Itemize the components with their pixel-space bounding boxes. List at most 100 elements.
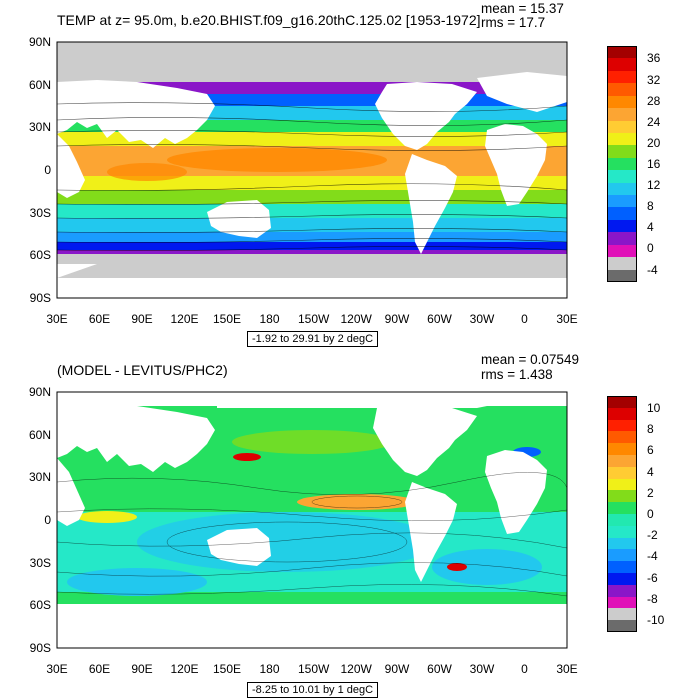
colorbar-swatch [607,549,637,562]
lon-label: 90E [131,662,153,676]
colorbar-label: -4 [647,549,658,564]
lat-label: 90N [28,35,51,49]
lon-label: 150W [298,662,330,676]
lon-label: 90W [384,662,410,676]
colorbar-swatch [607,195,637,208]
colorbar-swatch [607,419,637,432]
colorbar-swatch [607,95,637,109]
lon-label: 30W [469,662,495,676]
colorbar-swatch [607,83,637,97]
colorbar-swatch [607,443,637,456]
colorbar-label: 20 [647,135,661,150]
lat-label: 60S [29,248,51,263]
colorbar-swatch [607,396,637,409]
lon-label: 0 [521,662,528,676]
lat-label: 90S [29,641,51,655]
bottom-map [56,391,568,649]
lon-label: 0 [521,312,528,326]
colorbar-label: 4 [647,464,654,479]
lon-label: 30E [556,312,578,326]
colorbar-swatch [607,478,637,491]
colorbar-swatch [607,145,637,159]
lon-label: 120W [340,312,372,326]
lat-label: 30N [28,120,51,135]
bottom-panel-rms: rms = 1.438 [481,367,553,382]
colorbar-label: -2 [647,528,658,543]
colorbar-swatch [607,207,637,221]
colorbar-swatch [607,58,637,72]
lon-label: 90W [384,312,410,326]
lat-label: 0 [44,513,51,527]
lon-label: 180 [259,312,280,326]
lat-label: 60S [29,598,51,613]
colorbar-swatch [607,466,637,480]
lon-label: 120E [170,312,199,326]
colorbar-swatch [607,431,637,444]
colorbar-label: 0 [647,241,654,256]
colorbar-label: 36 [647,51,661,66]
colorbar-swatch [607,257,637,271]
colorbar-swatch [607,46,637,59]
lat-label: 90N [28,385,51,399]
top-map [56,41,568,299]
lon-label: 30E [46,662,68,676]
colorbar-label: -8 [647,591,658,606]
top-panel-rms: rms = 17.7 [481,15,546,30]
colorbar-swatch [607,232,637,246]
colorbar-label: 28 [647,93,661,108]
colorbar-swatch [607,108,637,121]
lon-label: 30E [556,662,578,676]
colorbar-swatch [607,244,637,258]
colorbar-swatch [607,525,637,539]
colorbar-label: 2 [647,485,654,500]
colorbar-swatch [607,407,637,421]
colorbar-swatch [607,537,637,550]
colorbar-label: 32 [647,72,661,87]
lon-label: 150E [213,662,242,676]
colorbar-label: 6 [647,443,654,458]
lon-label: 150W [298,312,330,326]
colorbar-swatch [607,596,637,609]
lon-label: 60W [427,312,452,326]
colorbar-label: -6 [647,570,658,585]
colorbar-swatch [607,182,637,196]
colorbar-swatch [607,455,637,468]
colorbar-label: 12 [647,178,661,193]
colorbar-swatch [607,584,637,598]
colorbar-swatch [607,219,637,233]
colorbar-swatch [607,120,637,134]
colorbar-label: 4 [647,220,654,235]
colorbar-label: 8 [647,422,654,437]
colorbar-swatch [607,269,637,283]
colorbar-label: -10 [647,613,665,628]
lon-label: 180 [259,662,280,676]
lon-label: 60E [88,662,111,676]
colorbar-swatch [607,132,637,146]
lat-label: 90S [29,291,51,305]
bottom-panel-mean: mean = 0.07549 [481,352,579,367]
colorbar-swatch [607,70,637,84]
lon-label: 90E [131,312,153,326]
colorbar-swatch [607,490,637,503]
colorbar-label: -4 [647,262,658,277]
colorbar-swatch [607,620,637,633]
colorbar-label: 10 [647,400,661,415]
colorbar-swatch [607,157,637,171]
bottom-panel-title: (MODEL - LEVITUS/PHC2) [57,362,228,378]
colorbar-swatch [607,608,637,621]
lat-label: 30S [29,205,51,220]
colorbar-swatch [607,561,637,574]
lat-label: 30S [29,555,51,570]
colorbar-swatch [607,573,637,586]
colorbar-label: 8 [647,199,654,214]
lat-label: 30N [28,470,51,485]
lon-label: 150E [213,312,242,326]
colorbar-label: 0 [647,507,654,521]
lon-label: 60E [88,312,111,326]
top-panel-title: TEMP at z= 95.0m, b.e20.BHIST.f09_g16.20… [57,12,481,28]
colorbar-swatch [607,514,637,527]
colorbar-swatch [607,170,637,184]
bottom-info-box: -8.25 to 10.01 by 1 degC [247,682,379,698]
lon-label: 30W [469,312,495,326]
top-info-box: -1.92 to 29.91 by 2 degC [247,331,379,347]
